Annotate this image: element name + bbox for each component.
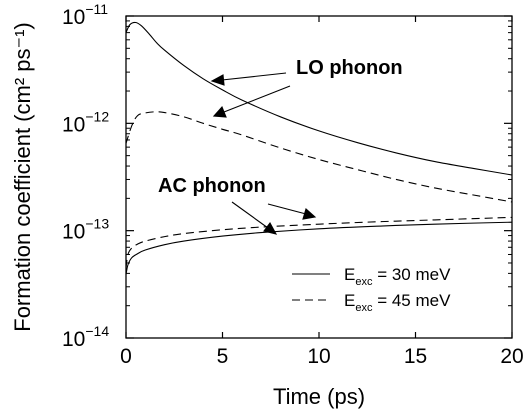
lo-arrow-to-solid <box>210 72 287 86</box>
y-tick-label: 10−13 <box>62 216 109 244</box>
x-axis-title: Time (ps) <box>273 384 365 409</box>
y-ticks: 10−14 10−13 10−12 10−11 <box>62 1 512 351</box>
y-tick-label: 10−12 <box>62 108 109 136</box>
y-tick-label: 10−11 <box>62 1 108 29</box>
annotation-ac-phonon: AC phonon <box>158 175 266 197</box>
x-ticks: 0 5 10 15 20 <box>120 16 524 368</box>
ac-arrow-to-dashed <box>267 203 317 220</box>
series-line-ac-30 <box>125 221 513 275</box>
series-line-lo-30 <box>125 21 513 176</box>
x-tick-label: 15 <box>404 345 427 368</box>
lo-arrow-to-dashed <box>212 85 291 118</box>
series-layer <box>125 21 513 275</box>
x-tick-label: 5 <box>217 345 229 368</box>
annotation-arrows <box>210 72 317 235</box>
annotation-lo-phonon: LO phonon <box>296 57 403 79</box>
series-line-lo-45 <box>125 111 513 203</box>
x-tick-label: 0 <box>120 345 132 368</box>
x-tick-label: 10 <box>307 345 330 368</box>
ac-arrow-to-solid <box>231 201 278 235</box>
legend-entry-30mev: Eexc = 30 meV <box>344 265 451 288</box>
x-tick-label: 20 <box>500 345 523 368</box>
series-line-ac-45 <box>125 216 513 268</box>
legend: Eexc = 30 meV Eexc = 45 meV <box>292 265 451 314</box>
legend-entry-45mev: Eexc = 45 meV <box>344 291 451 314</box>
y-axis-title: Formation coefficient (cm² ps⁻¹) <box>10 22 35 332</box>
y-tick-label: 10−14 <box>62 323 109 351</box>
